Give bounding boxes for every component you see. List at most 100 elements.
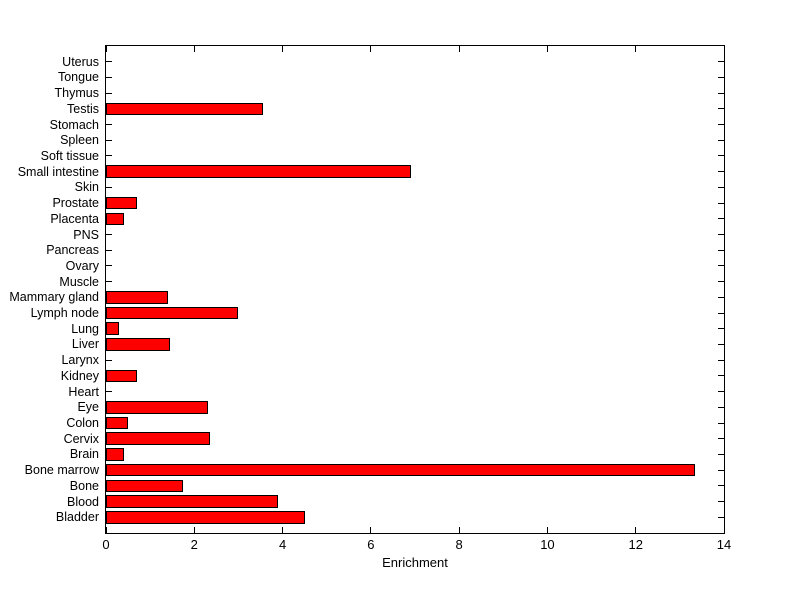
y-tick-label-colon: Colon [66, 415, 99, 430]
y-tick-label-pns: PNS [73, 227, 99, 242]
y-tick-right-muscle [718, 281, 724, 283]
y-tick-right-testis [718, 108, 724, 110]
y-tick-right-lung [718, 328, 724, 330]
y-tick-label-testis: Testis [67, 101, 99, 116]
y-tick-label-pancreas: Pancreas [46, 242, 99, 257]
bar-placenta [106, 212, 124, 226]
y-tick-left-pancreas [106, 249, 112, 251]
y-tick-label-bladder: Bladder [55, 510, 99, 525]
y-tick-right-blood [718, 501, 724, 503]
y-tick-label-heart: Heart [68, 384, 99, 399]
bar-mammary-gland [106, 291, 168, 304]
y-tick-right-thymus [718, 92, 724, 94]
bar-lung [106, 322, 120, 336]
y-tick-left-larynx [106, 359, 112, 361]
y-tick-right-kidney [718, 375, 724, 377]
y-tick-right-pns [718, 234, 724, 236]
x-tick-top-10 [546, 46, 548, 52]
y-tick-label-lung: Lung [71, 321, 99, 336]
y-tick-right-eye [718, 406, 724, 408]
y-tick-label-soft-tissue: Soft tissue [40, 148, 99, 163]
y-tick-right-larynx [718, 359, 724, 361]
bar-prostate [106, 196, 137, 210]
x-tick-top-12 [635, 46, 637, 52]
bar-brain [106, 448, 124, 461]
y-tick-label-skin: Skin [74, 180, 99, 195]
y-tick-label-uterus: Uterus [62, 54, 99, 69]
y-tick-right-uterus [718, 61, 724, 63]
x-tick-bottom-10 [546, 527, 548, 533]
y-tick-left-stomach [106, 124, 112, 126]
y-tick-label-stomach: Stomach [49, 117, 99, 132]
x-tick-label-8: 8 [455, 537, 463, 552]
x-tick-bottom-2 [193, 527, 195, 533]
y-tick-left-ovary [106, 265, 112, 267]
y-tick-right-bone-marrow [718, 469, 724, 471]
y-tick-right-stomach [718, 124, 724, 126]
x-tick-top-4 [282, 46, 284, 52]
y-tick-right-spleen [718, 139, 724, 141]
y-tick-left-spleen [106, 139, 112, 141]
x-tick-top-2 [193, 46, 195, 52]
bar-testis [106, 102, 263, 116]
y-tick-right-bladder [718, 516, 724, 518]
bar-bladder [106, 511, 305, 524]
bar-small-intestine [106, 165, 411, 178]
bar-liver [106, 338, 170, 351]
y-tick-left-uterus [106, 61, 112, 63]
x-tick-top-14 [723, 46, 725, 52]
x-tick-top-8 [458, 46, 460, 52]
y-tick-label-muscle: Muscle [59, 274, 99, 289]
x-tick-bottom-14 [723, 527, 725, 533]
x-tick-label-2: 2 [190, 537, 198, 552]
bar-kidney [106, 369, 137, 383]
y-tick-right-heart [718, 391, 724, 393]
x-tick-top-6 [370, 46, 372, 52]
plot-area: Enrichment Uterus Tongue Thymus Testis Stoma… [9, 45, 731, 569]
y-tick-right-placenta [718, 218, 724, 220]
x-tick-label-14: 14 [716, 537, 732, 552]
bar-cervix [106, 432, 210, 446]
y-tick-label-lymph-node: Lymph node [30, 305, 99, 320]
y-tick-right-skin [718, 186, 724, 188]
y-tick-right-tongue [718, 76, 724, 78]
y-tick-label-liver: Liver [71, 337, 99, 352]
y-tick-right-pancreas [718, 249, 724, 251]
y-tick-right-prostate [718, 202, 724, 204]
y-tick-label-tongue: Tongue [57, 70, 99, 85]
y-tick-label-placenta: Placenta [50, 211, 99, 226]
y-tick-label-cervix: Cervix [63, 431, 99, 446]
y-tick-label-mammary-gland: Mammary gland [9, 290, 99, 305]
y-tick-right-soft-tissue [718, 155, 724, 157]
x-axis-title: Enrichment [382, 555, 448, 570]
bar-bone-marrow [106, 463, 696, 477]
y-tick-label-prostate: Prostate [52, 195, 99, 210]
y-tick-label-small-intestine: Small intestine [17, 164, 99, 179]
x-tick-bottom-4 [282, 527, 284, 533]
x-tick-label-12: 12 [628, 537, 643, 552]
bar-lymph-node [106, 306, 239, 320]
x-tick-bottom-6 [370, 527, 372, 533]
y-tick-left-skin [106, 186, 112, 188]
bar-eye [106, 401, 208, 414]
y-tick-label-blood: Blood [67, 494, 99, 509]
y-tick-left-tongue [106, 76, 112, 78]
y-tick-label-bone-marrow: Bone marrow [24, 462, 99, 477]
x-tick-label-6: 6 [367, 537, 375, 552]
y-tick-right-bone [718, 485, 724, 487]
y-tick-right-ovary [718, 265, 724, 267]
y-tick-right-small-intestine [718, 171, 724, 173]
x-tick-label-10: 10 [540, 537, 555, 552]
y-tick-left-pns [106, 234, 112, 236]
y-tick-left-heart [106, 391, 112, 393]
x-tick-bottom-12 [635, 527, 637, 533]
y-tick-right-brain [718, 453, 724, 455]
y-tick-label-thymus: Thymus [54, 85, 99, 100]
x-tick-label-0: 0 [102, 537, 110, 552]
x-tick-bottom-0 [105, 527, 107, 533]
y-tick-left-soft-tissue [106, 155, 112, 157]
bar-blood [106, 495, 279, 508]
y-tick-right-mammary-gland [718, 296, 724, 298]
y-tick-right-lymph-node [718, 312, 724, 314]
